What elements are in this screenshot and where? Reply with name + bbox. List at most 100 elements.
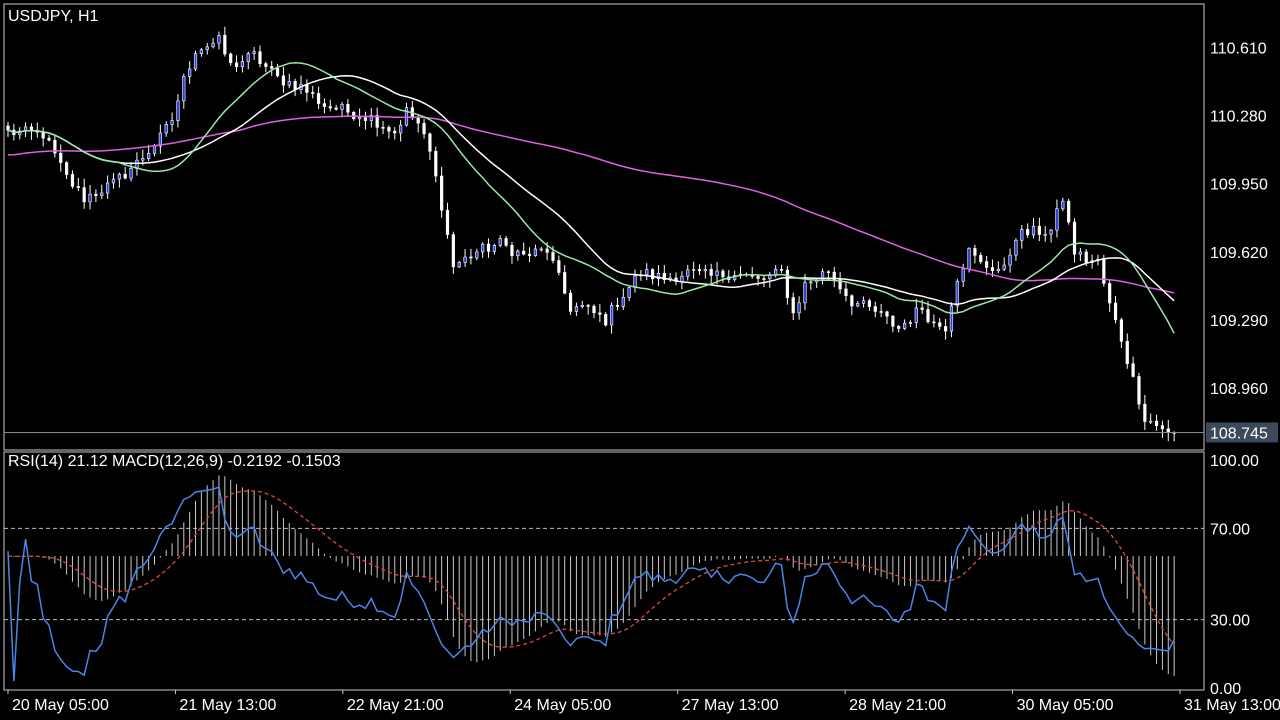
bull-candle-body	[357, 117, 362, 120]
candle	[943, 318, 948, 340]
candle	[586, 303, 590, 315]
bull-candle-body	[147, 153, 151, 159]
bull-candle-body	[914, 307, 918, 323]
candle	[873, 301, 877, 318]
candle	[598, 304, 602, 323]
bear-candle-body	[832, 271, 836, 280]
candle	[387, 125, 391, 139]
bull-candle-body	[967, 248, 971, 270]
bear-candle-body	[316, 93, 321, 104]
bull-candle-body	[1049, 229, 1053, 235]
candle	[463, 248, 467, 267]
bear-candle-body	[838, 279, 842, 290]
candle	[147, 144, 151, 162]
candle	[59, 144, 63, 172]
candle	[164, 121, 168, 137]
bull-candle-body	[809, 281, 813, 284]
bull-candle-body	[141, 158, 145, 161]
bull-candle-body	[1078, 251, 1082, 255]
bull-candle-body	[111, 178, 116, 184]
bear-candle-body	[844, 288, 848, 296]
time-tick-label: 22 May 21:00	[347, 697, 444, 714]
candle	[996, 261, 1000, 274]
bear-candle-body	[1026, 229, 1030, 236]
candle	[568, 289, 573, 315]
bull-candle-body	[539, 248, 543, 251]
indicator-tick-label: 30.00	[1210, 613, 1250, 630]
candle	[902, 319, 907, 331]
candle	[440, 166, 444, 218]
bull-candle-body	[369, 115, 373, 121]
bear-candle-body	[53, 139, 57, 154]
price-tick-label: 110.610	[1210, 40, 1267, 57]
candle	[1072, 218, 1077, 263]
bear-candle-body	[721, 270, 725, 278]
candle	[633, 269, 637, 293]
bear-candle-body	[850, 295, 854, 307]
indicator-pane[interactable]	[3, 451, 1205, 691]
candle	[879, 303, 883, 318]
candle	[762, 275, 766, 288]
bull-candle-body	[88, 193, 92, 203]
candle	[234, 55, 239, 72]
bear-candle-body	[346, 104, 350, 113]
bear-candle-body	[1131, 363, 1135, 377]
candle	[592, 304, 596, 319]
bull-candle-body	[686, 269, 690, 277]
indicator-pane-frame	[3, 451, 1205, 691]
candle	[193, 50, 198, 72]
candle	[117, 172, 121, 188]
candle	[662, 265, 666, 284]
candle	[674, 272, 678, 286]
time-tick-label: 21 May 13:00	[179, 697, 276, 714]
current-price-tag-bg	[1206, 422, 1278, 443]
bear-candle-body	[885, 311, 889, 317]
candle	[287, 73, 291, 89]
current-price-tag: 108.745	[1206, 422, 1278, 443]
candle	[328, 99, 332, 112]
candle	[205, 42, 209, 55]
ma-mid-line	[7, 74, 1175, 306]
candle	[668, 272, 672, 282]
bear-candle-body	[873, 306, 877, 312]
bear-candle-body	[59, 152, 63, 163]
bear-candle-body	[932, 321, 936, 324]
bear-candle-body	[229, 53, 233, 64]
bear-candle-body	[469, 256, 473, 259]
bull-candle-body	[609, 304, 614, 326]
bear-candle-body	[891, 315, 895, 327]
candle	[188, 61, 192, 84]
price-pane[interactable]	[3, 3, 1205, 451]
bear-candle-body	[510, 244, 514, 257]
candle	[240, 55, 245, 73]
bull-candle-body	[715, 270, 719, 276]
bear-candle-body	[1113, 302, 1118, 321]
bull-candle-body	[481, 243, 485, 253]
bull-candle-body	[574, 306, 579, 312]
candle	[293, 78, 297, 97]
bull-candle-body	[498, 238, 502, 246]
rsi-line	[7, 485, 1175, 682]
candle	[985, 255, 989, 276]
candle	[76, 177, 80, 192]
candle	[129, 162, 133, 182]
bear-candle-body	[697, 269, 702, 272]
bull-candle-body	[217, 35, 221, 44]
bear-candle-body	[387, 127, 391, 132]
bear-candle-body	[264, 63, 268, 67]
candle	[346, 99, 350, 116]
bull-candle-body	[656, 272, 661, 280]
candle	[492, 243, 496, 255]
candle	[481, 242, 485, 258]
candle	[645, 263, 649, 281]
current-price-label: 108.745	[1210, 425, 1268, 442]
candle	[18, 127, 22, 140]
bear-candle-body	[258, 51, 262, 64]
candle	[53, 135, 57, 158]
ma-fast-line	[7, 61, 1175, 334]
bear-candle-body	[592, 305, 596, 314]
candle	[955, 278, 959, 313]
bull-candle-body	[164, 124, 168, 134]
candle	[738, 266, 743, 279]
